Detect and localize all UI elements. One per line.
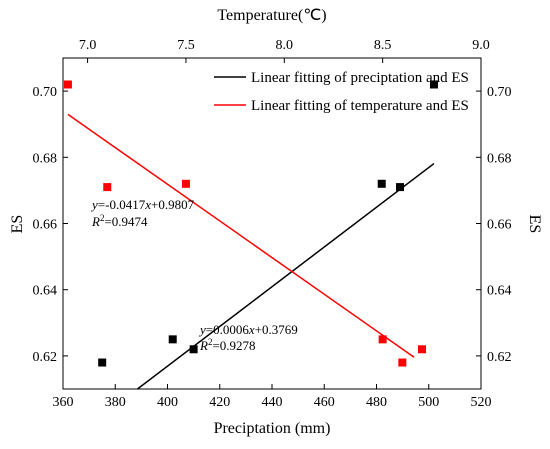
y2-tick-label: 0.66 <box>487 218 512 233</box>
data-point-temperature <box>398 358 407 367</box>
y-tick-label: 0.70 <box>33 85 58 100</box>
x2-tick-label: 9.0 <box>472 38 490 53</box>
x2-tick-label: 7.0 <box>79 38 97 53</box>
y-tick-label: 0.66 <box>33 218 58 233</box>
x-tick-label: 400 <box>157 395 178 410</box>
x-tick-label: 360 <box>53 395 74 410</box>
legend-label-precipitation: Linear fitting of preciptation and ES <box>251 70 469 86</box>
fit-line-precipitation <box>137 162 435 390</box>
fit-line-temperature <box>67 113 415 358</box>
data-point-temperature <box>417 345 426 354</box>
equation-temperature-fit: y=-0.0417x+0.9807 <box>90 197 195 212</box>
data-point-precipitation <box>168 335 177 344</box>
x-tick-label: 440 <box>262 395 283 410</box>
equation-temperature-r2: R2=0.9474 <box>91 213 148 229</box>
x-tick-label: 420 <box>209 395 230 410</box>
data-point-precipitation <box>429 80 438 89</box>
equation-precipitation-fit: y=0.0006x+0.3769 <box>198 322 298 337</box>
x-tick-label: 520 <box>471 395 492 410</box>
equation-precipitation-r2: R2=0.9278 <box>199 337 256 353</box>
y2-tick-label: 0.62 <box>487 350 512 365</box>
y-tick-label: 0.64 <box>33 284 58 299</box>
y-tick-label: 0.68 <box>33 151 58 166</box>
legend: Linear fitting of preciptation and ES Li… <box>214 70 469 114</box>
data-point-precipitation <box>189 345 198 354</box>
data-point-temperature <box>181 179 190 188</box>
y-tick-label: 0.62 <box>33 350 58 365</box>
x-tick-label: 460 <box>314 395 335 410</box>
y2-tick-label: 0.64 <box>487 284 512 299</box>
y2-tick-label: 0.70 <box>487 85 512 100</box>
data-point-temperature <box>63 80 72 89</box>
equation-temperature: y=-0.0417x+0.9807 R2=0.9474 <box>90 197 195 229</box>
y2-axis-title: ES <box>526 215 543 234</box>
y2-tick-label: 0.68 <box>487 151 512 166</box>
x-axis-title: Preciptation (mm) <box>214 420 331 437</box>
data-point-precipitation <box>98 358 107 367</box>
data-point-precipitation <box>396 183 405 192</box>
x2-axis-title: Temperature(℃) <box>217 7 326 24</box>
x-tick-label: 480 <box>366 395 387 410</box>
x2-tick-label: 8.5 <box>374 38 392 53</box>
x-tick-label: 500 <box>418 395 439 410</box>
data-point-temperature <box>103 183 112 192</box>
x2-tick-label: 8.0 <box>276 38 294 53</box>
data-point-temperature <box>378 335 387 344</box>
equation-precipitation: y=0.0006x+0.3769 R2=0.9278 <box>198 322 298 353</box>
data-point-precipitation <box>377 179 386 188</box>
x2-tick-label: 7.5 <box>177 38 195 53</box>
x-tick-label: 380 <box>105 395 126 410</box>
legend-label-temperature: Linear fitting of temperature and ES <box>251 98 469 114</box>
y-axis-title: ES <box>9 215 26 234</box>
